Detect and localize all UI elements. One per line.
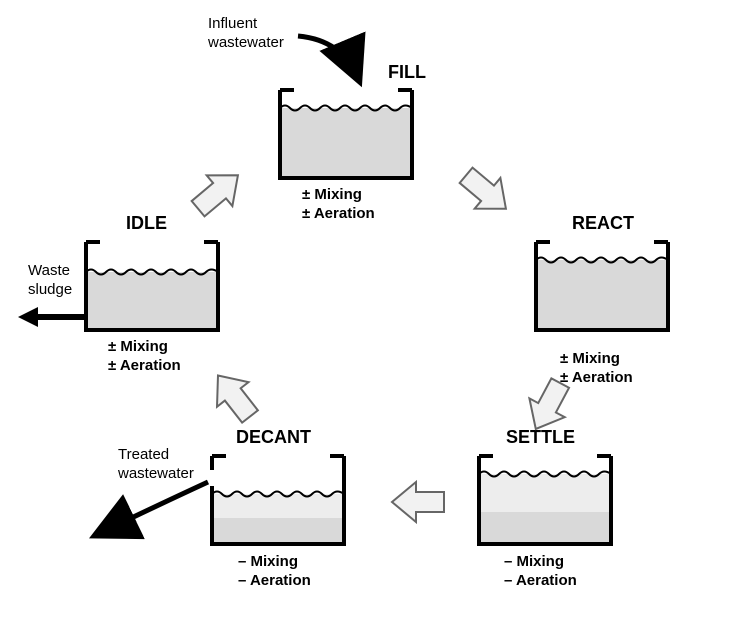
annot-react-1: ± Mixing [560,350,620,367]
tank-react [532,238,672,334]
stage-title-react: REACT [572,213,634,234]
flow-waste-1: Waste [28,262,70,279]
stage-title-fill: FILL [388,62,426,83]
annot-fill-1: ± Mixing [302,186,362,203]
annot-react-2: ± Aeration [560,369,633,386]
annot-decant: – Mixing – Aeration [238,553,311,591]
tank-decant [208,452,348,548]
arrow-influent [292,30,372,90]
stage-title-idle: IDLE [126,213,167,234]
cycle-arrow-decant-idle [197,358,272,435]
annot-idle: ± Mixing ± Aeration [108,338,181,376]
flow-influent-1: Influent [208,15,257,32]
annot-fill-2: ± Aeration [302,205,375,222]
annot-decant-2: – Aeration [238,572,311,589]
flow-influent-2: wastewater [208,34,284,51]
cycle-arrow-idle-fill [180,154,257,229]
annot-react: ± Mixing ± Aeration [560,350,633,388]
annot-idle-2: ± Aeration [108,357,181,374]
cycle-arrow-settle-decant [388,478,448,526]
annot-settle: – Mixing – Aeration [504,553,577,591]
flow-waste-2: sludge [28,281,72,298]
annot-decant-1: – Mixing [238,553,298,570]
tank-settle [475,452,615,548]
annot-settle-2: – Aeration [504,572,577,589]
arrow-treated [86,476,216,546]
flow-label-influent: Influent wastewater [208,15,284,53]
arrow-waste [18,302,88,332]
flow-label-waste: Waste sludge [28,262,72,300]
annot-fill: ± Mixing ± Aeration [302,186,375,224]
cycle-arrow-fill-react [448,154,525,229]
annot-idle-1: ± Mixing [108,338,168,355]
tank-fill [276,86,416,182]
flow-treated-1: Treated [118,446,169,463]
tank-idle [82,238,222,334]
annot-settle-1: – Mixing [504,553,564,570]
stage-title-decant: DECANT [236,427,311,448]
